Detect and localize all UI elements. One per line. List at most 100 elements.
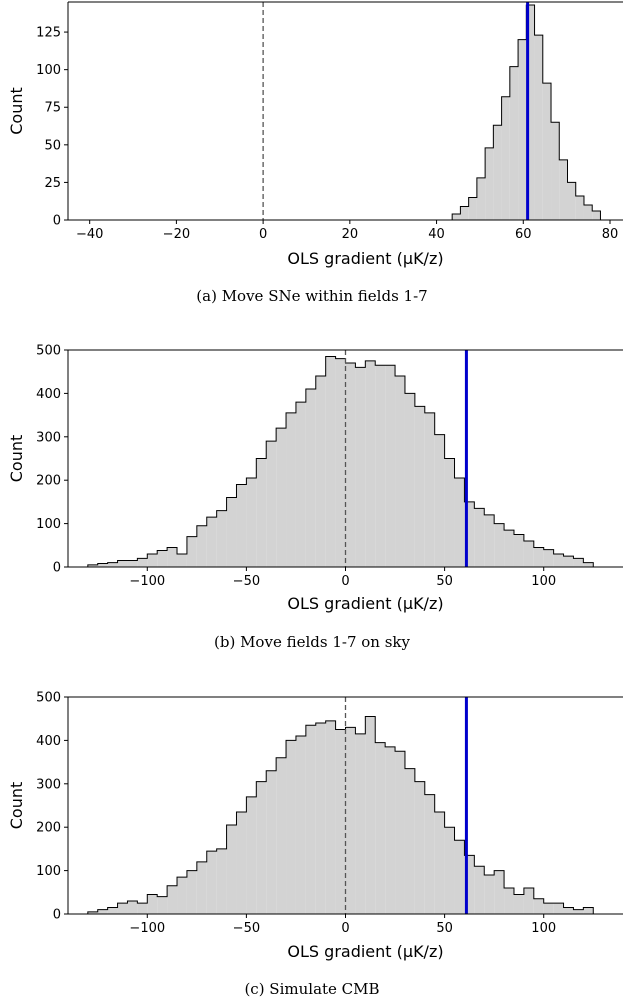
histogram-bar — [454, 478, 465, 567]
histogram-bar — [533, 547, 544, 567]
histogram-bar — [206, 851, 217, 914]
histogram-bar — [501, 96, 510, 220]
histogram-bar — [315, 376, 326, 567]
histogram-bar — [424, 412, 435, 567]
histogram-bar — [583, 204, 593, 220]
histogram-bar — [395, 376, 405, 567]
histogram-bar — [583, 907, 594, 914]
histogram-bar — [365, 716, 376, 914]
x-tick-label: −20 — [163, 227, 190, 242]
histogram-bar — [276, 428, 287, 567]
histogram-bar — [563, 907, 574, 914]
y-tick-label: 200 — [36, 474, 61, 489]
histogram-bar — [474, 866, 485, 914]
histogram-bar — [256, 781, 267, 914]
histogram-bar — [518, 39, 527, 220]
histogram-bar — [365, 360, 376, 567]
histogram-bar — [276, 757, 287, 914]
histogram-bar — [434, 812, 445, 914]
histogram-bar — [543, 549, 554, 567]
histogram-bar — [551, 122, 560, 220]
histogram-bar — [385, 746, 396, 914]
histogram-bar — [464, 501, 475, 567]
y-tick-label: 75 — [44, 101, 61, 116]
histogram-bar — [444, 458, 455, 567]
y-tick-label: 25 — [44, 176, 61, 191]
histogram-bar — [206, 517, 217, 567]
histogram-bar — [494, 870, 505, 914]
histogram-bar — [335, 729, 346, 914]
y-tick-label: 400 — [36, 387, 61, 402]
figure-caption: (c) Simulate CMB — [244, 980, 379, 998]
histogram-bar — [476, 177, 486, 220]
histogram-bar — [177, 877, 187, 914]
y-axis-label: Count — [7, 435, 26, 483]
histogram-bar — [452, 213, 461, 220]
histogram-bar — [444, 827, 455, 914]
histogram-bar — [117, 560, 128, 567]
histogram-bar — [404, 768, 415, 914]
y-tick-label: 500 — [36, 344, 61, 359]
histogram-bar — [246, 478, 257, 567]
histogram-bar — [375, 365, 386, 567]
y-tick-label: 0 — [53, 561, 61, 576]
histogram-bar — [575, 195, 584, 220]
histogram-bar — [177, 553, 187, 567]
histogram-bar — [504, 530, 514, 567]
histogram-bar — [543, 903, 554, 914]
x-tick-label: 100 — [531, 921, 556, 936]
histogram-bar — [559, 159, 568, 220]
histogram-bar — [375, 742, 386, 914]
x-tick-label: 40 — [428, 227, 445, 242]
histogram-outline — [87, 356, 594, 567]
histogram-bar — [87, 911, 98, 914]
chart-0: −40 −20 0 20 40 60 80 0 25 50 75 100 125 OLS gradient… — [7, 1, 623, 305]
histogram-bar — [305, 389, 316, 567]
histogram-bar — [533, 898, 544, 914]
histogram-bar — [127, 900, 138, 914]
histogram-bar — [534, 35, 543, 220]
histogram-bar — [404, 393, 415, 567]
histogram-bar — [167, 547, 178, 567]
histogram-bar — [345, 363, 356, 567]
y-axis-label: Count — [7, 782, 26, 830]
x-tick-label: 0 — [259, 227, 267, 242]
histogram-bar — [186, 870, 197, 914]
histogram-bar — [484, 874, 495, 914]
histogram-bar — [464, 855, 475, 914]
x-tick-label: −50 — [233, 574, 260, 589]
histogram-bar — [315, 723, 326, 914]
histogram-bar — [474, 508, 485, 567]
x-tick-label: −50 — [233, 921, 260, 936]
x-tick-label: 50 — [436, 921, 453, 936]
histogram-bar — [335, 358, 346, 567]
histogram-outline — [87, 716, 594, 914]
histogram-bar — [117, 903, 128, 914]
histogram-bar — [97, 909, 108, 914]
histogram-bar — [563, 556, 574, 567]
histogram-bar — [137, 903, 148, 914]
histogram-bar — [226, 825, 237, 914]
histogram-bar — [107, 562, 118, 567]
histogram-bar — [583, 562, 594, 567]
histogram-bar — [485, 147, 494, 220]
figure-caption: (b) Move fields 1-7 on sky — [214, 633, 411, 651]
histogram-bar — [592, 210, 601, 220]
x-tick-label: 60 — [515, 227, 532, 242]
histogram-bar — [147, 894, 158, 914]
histogram-bar — [542, 83, 552, 220]
y-axis-label: Count — [7, 87, 26, 135]
histogram-bar — [107, 907, 118, 914]
histogram-bar — [286, 740, 296, 914]
histogram-bar — [97, 563, 108, 567]
x-tick-label: −100 — [129, 921, 165, 936]
x-tick-label: 100 — [531, 574, 556, 589]
histogram-bar — [460, 206, 469, 220]
histogram-bar — [513, 894, 524, 914]
x-axis-label: OLS gradient (μK/z) — [287, 942, 443, 961]
histogram-bar — [186, 536, 197, 567]
histogram-bar — [256, 458, 267, 567]
histogram-bar — [295, 402, 306, 567]
y-tick-label: 125 — [36, 26, 61, 41]
histogram-bar — [509, 66, 519, 220]
